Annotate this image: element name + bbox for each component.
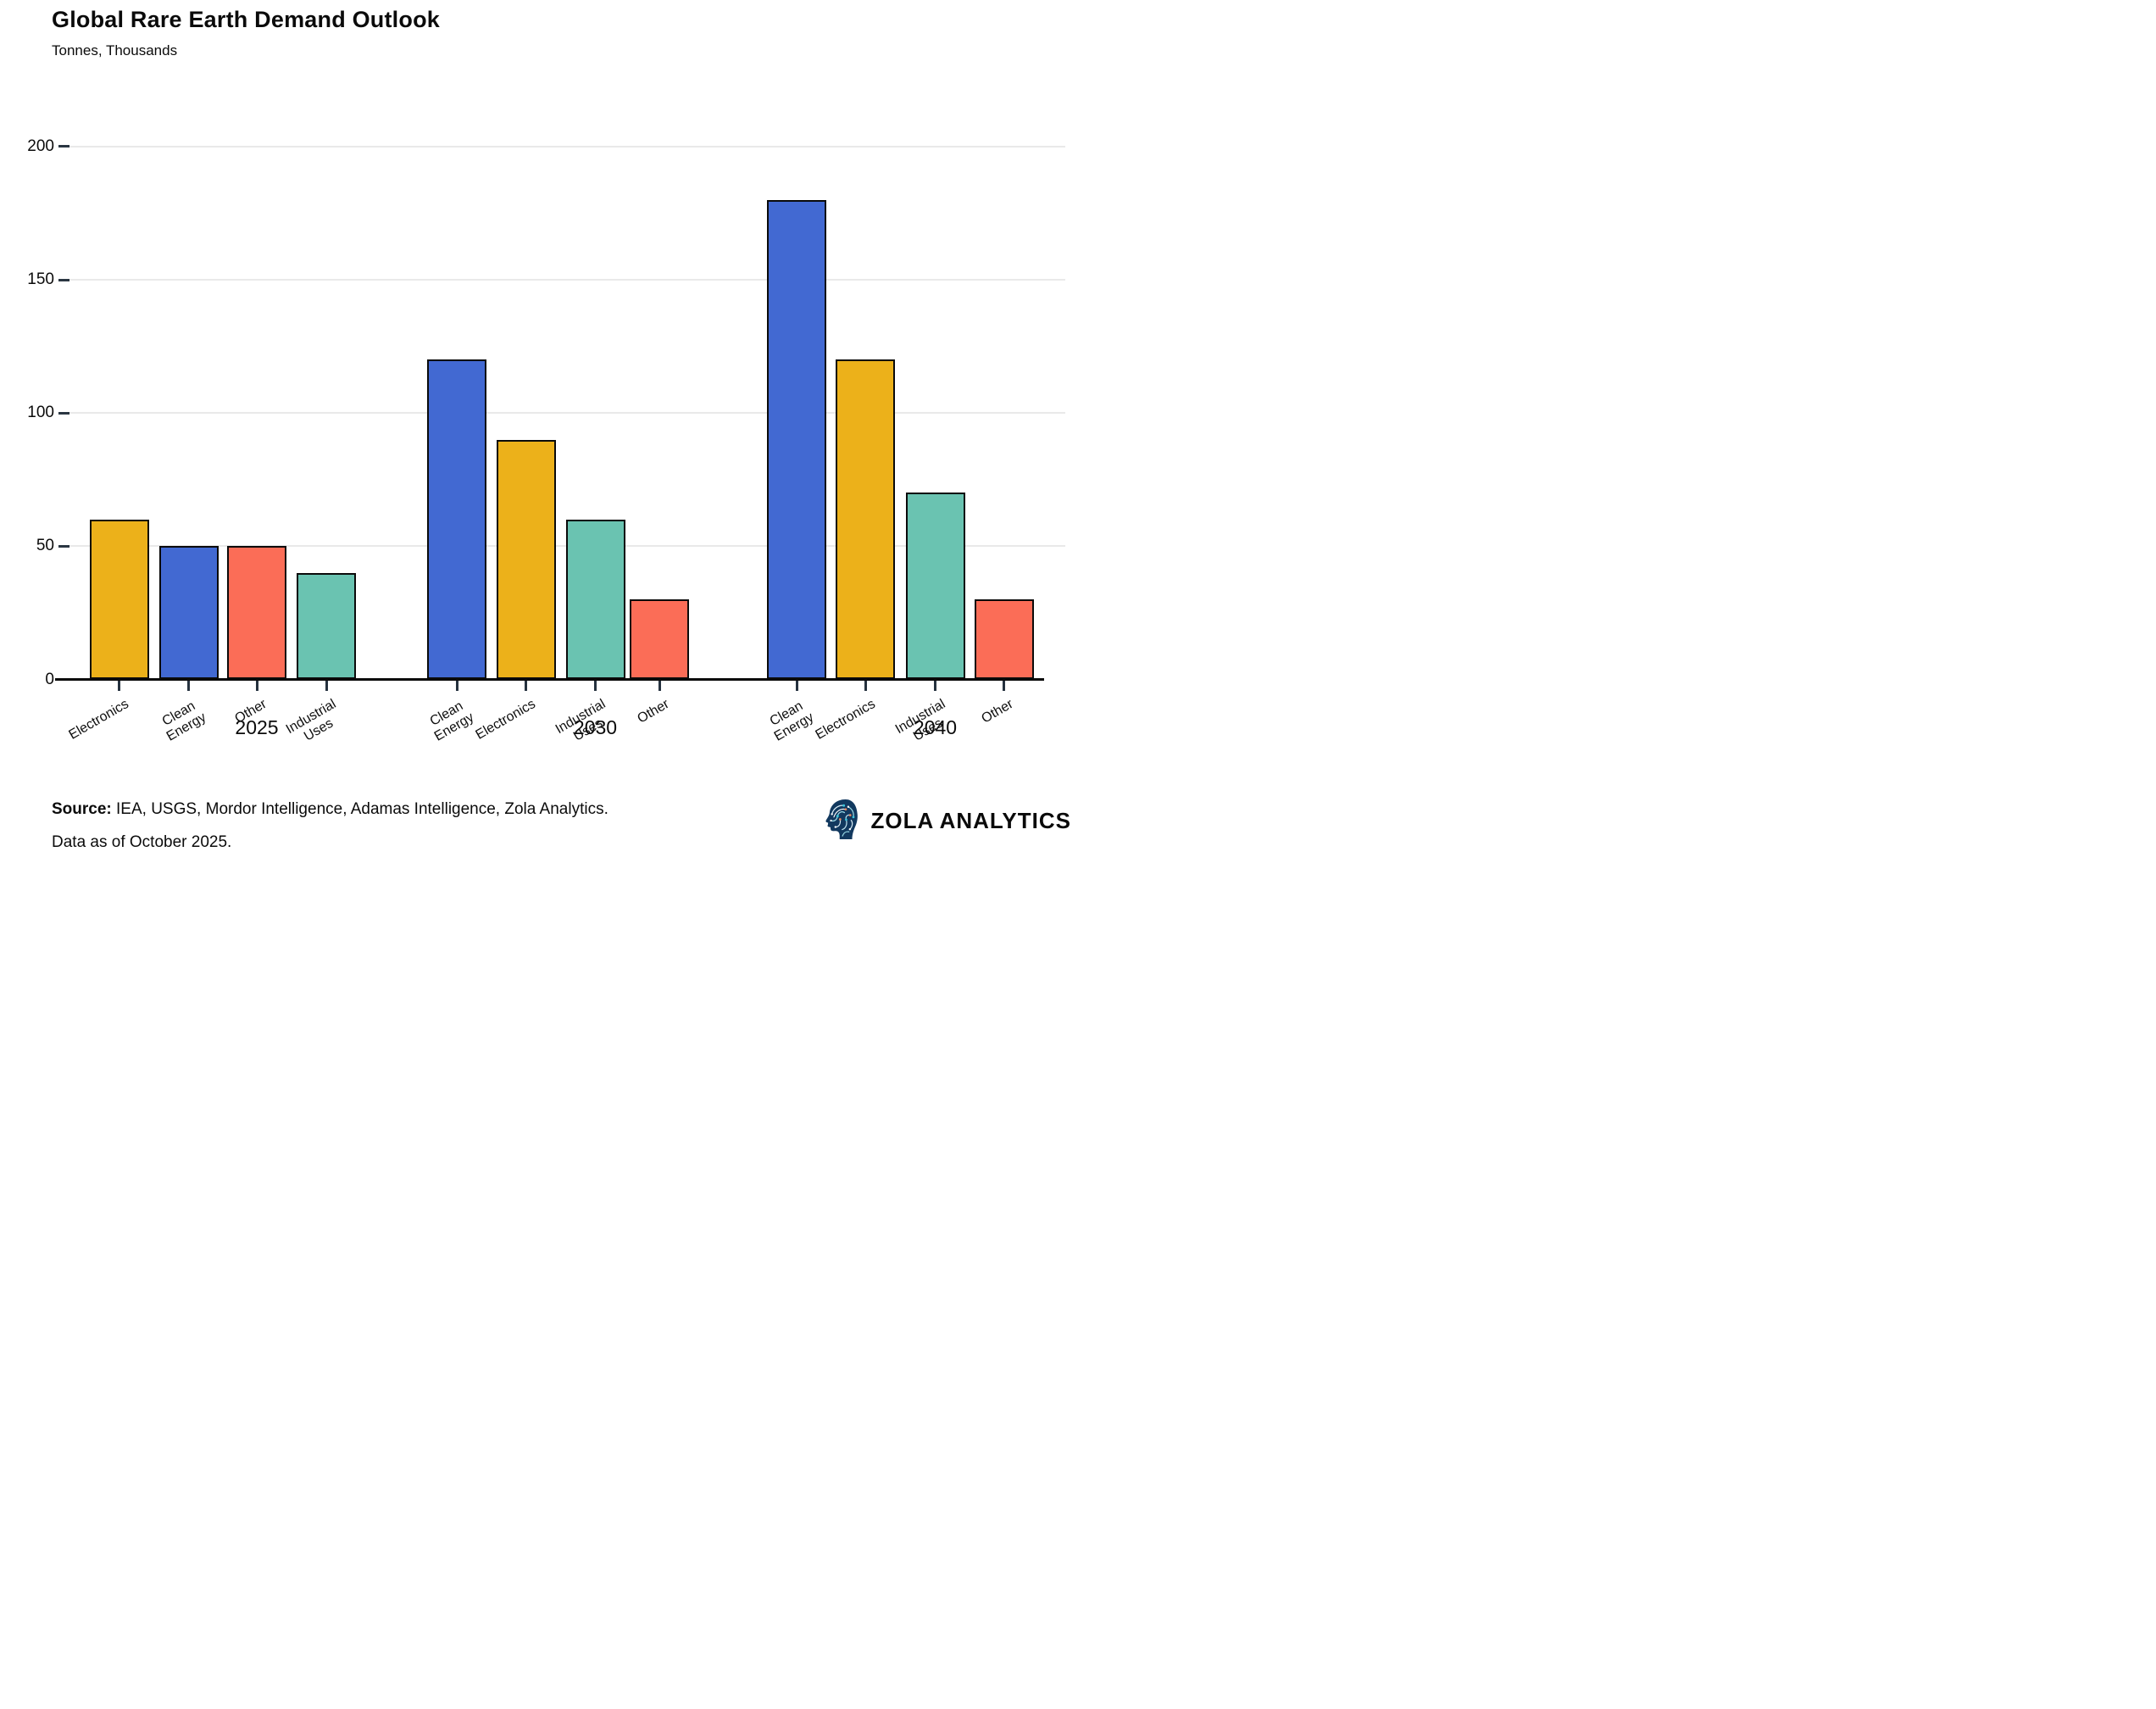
bar-2040-industrial-uses <box>905 493 965 680</box>
x-tick-2030-clean-energy <box>455 681 458 691</box>
y-tick-150 <box>58 278 69 281</box>
brain-head-icon <box>825 799 858 839</box>
x-tick-2025-clean-energy <box>187 681 190 691</box>
x-tick-2030-industrial-uses <box>594 681 597 691</box>
brand-name: ZOLA ANALYTICS <box>870 807 1071 833</box>
bar-2025-other <box>227 546 286 680</box>
y-tick-100 <box>58 411 69 415</box>
x-tick-label-2025-electronics: Electronics <box>66 697 131 743</box>
x-tick-2025-industrial-uses <box>325 681 328 691</box>
x-tick-label-2040-other: Other <box>979 697 1016 726</box>
x-tick-label-2040-electronics: Electronics <box>813 697 878 743</box>
y-tick-label-150: 150 <box>27 270 54 289</box>
brand-logo: ZOLA ANALYTICS <box>822 797 1071 844</box>
x-tick-label-2040-clean-energy: Clean Energy <box>767 699 817 744</box>
x-tick-2025-electronics <box>118 681 120 691</box>
source-note: Source: IEA, USGS, Mordor Intelligence, … <box>52 800 608 852</box>
y-tick-label-50: 50 <box>36 537 54 555</box>
x-tick-2040-electronics <box>864 681 867 691</box>
bar-2030-clean-energy <box>427 359 486 680</box>
x-tick-label-2025-clean-energy: Clean Energy <box>159 699 208 744</box>
bar-2025-electronics <box>89 519 149 680</box>
source-label: Source: <box>52 800 112 818</box>
bar-2040-other <box>974 599 1034 680</box>
bar-chart-plot: 0 50 100 150 200 Electronics Clean Energy Other… <box>0 0 1078 854</box>
y-tick-label-100: 100 <box>27 404 54 422</box>
source-line: Source: IEA, USGS, Mordor Intelligence, … <box>52 800 608 819</box>
y-tick-200 <box>58 145 69 148</box>
chart-page: Global Rare Earth Demand Outlook Tonnes,… <box>0 0 1078 854</box>
x-tick-2040-clean-energy <box>795 681 798 691</box>
gridline-150 <box>69 279 1065 281</box>
page-title: Global Rare Earth Demand Outlook <box>52 7 440 32</box>
bar-2030-industrial-uses <box>565 519 625 680</box>
x-tick-2040-other <box>1003 681 1005 691</box>
bar-2025-clean-energy <box>158 546 219 680</box>
x-tick-2025-other <box>255 681 258 691</box>
x-tick-label-2030-clean-energy: Clean Energy <box>427 699 477 744</box>
gridline-100 <box>69 412 1065 415</box>
x-tick-2030-other <box>658 681 661 691</box>
bar-2030-other <box>630 599 689 680</box>
source-text: IEA, USGS, Mordor Intelligence, Adamas I… <box>111 800 608 818</box>
bar-2040-electronics <box>836 359 895 680</box>
bar-2025-industrial-uses <box>297 572 356 680</box>
bar-2040-clean-energy <box>767 199 826 680</box>
page-subtitle: Tonnes, Thousands <box>52 42 178 58</box>
y-tick-label-200: 200 <box>27 136 54 155</box>
x-tick-label-2030-other: Other <box>635 697 672 726</box>
year-label-2030: 2030 <box>573 716 618 738</box>
data-asof-text: Data as of October 2025. <box>52 833 232 851</box>
x-axis-line <box>55 678 1044 681</box>
y-tick-label-0: 0 <box>45 670 54 688</box>
gridline-200 <box>69 145 1065 148</box>
year-label-2025: 2025 <box>235 716 279 738</box>
y-tick-50 <box>58 544 69 548</box>
x-tick-label-2025-industrial-uses: Industrial Uses <box>283 697 339 744</box>
bar-2030-electronics <box>496 439 556 680</box>
x-tick-2040-industrial-uses <box>934 681 936 691</box>
year-label-2040: 2040 <box>913 716 958 738</box>
x-tick-label-2030-electronics: Electronics <box>473 697 538 743</box>
x-tick-2030-electronics <box>525 681 527 691</box>
